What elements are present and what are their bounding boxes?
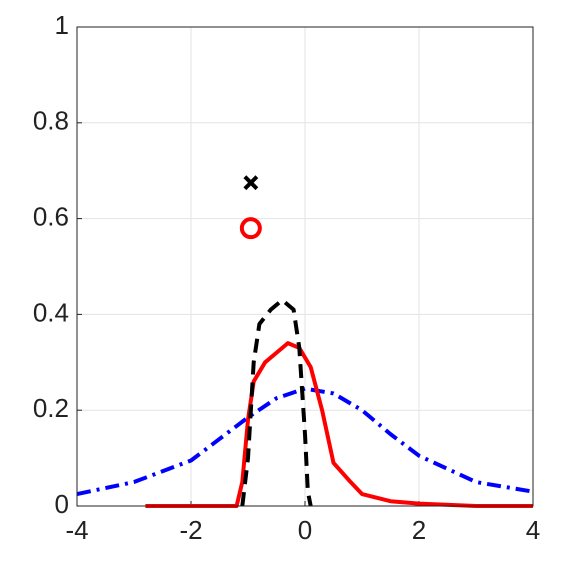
marker-cross [243,175,259,191]
x-tick-label: -4 [65,515,88,545]
x-tick-label: -2 [179,515,202,545]
y-tick-label: 0.4 [33,297,69,327]
y-tick-label: 0.2 [33,393,69,423]
series-line [240,298,313,507]
series-line [76,386,534,496]
x-tick-label: 0 [298,515,312,545]
y-tick-label: 0.6 [33,201,69,231]
series-line [145,341,533,508]
x-tick-label: 4 [526,515,540,545]
y-tick-label: 0.8 [33,106,69,136]
y-tick-label: 1 [55,10,69,40]
plot-frame [76,26,534,507]
marker-circle [239,217,262,240]
y-tick-label: 0 [55,489,69,519]
x-tick-label: 2 [412,515,426,545]
